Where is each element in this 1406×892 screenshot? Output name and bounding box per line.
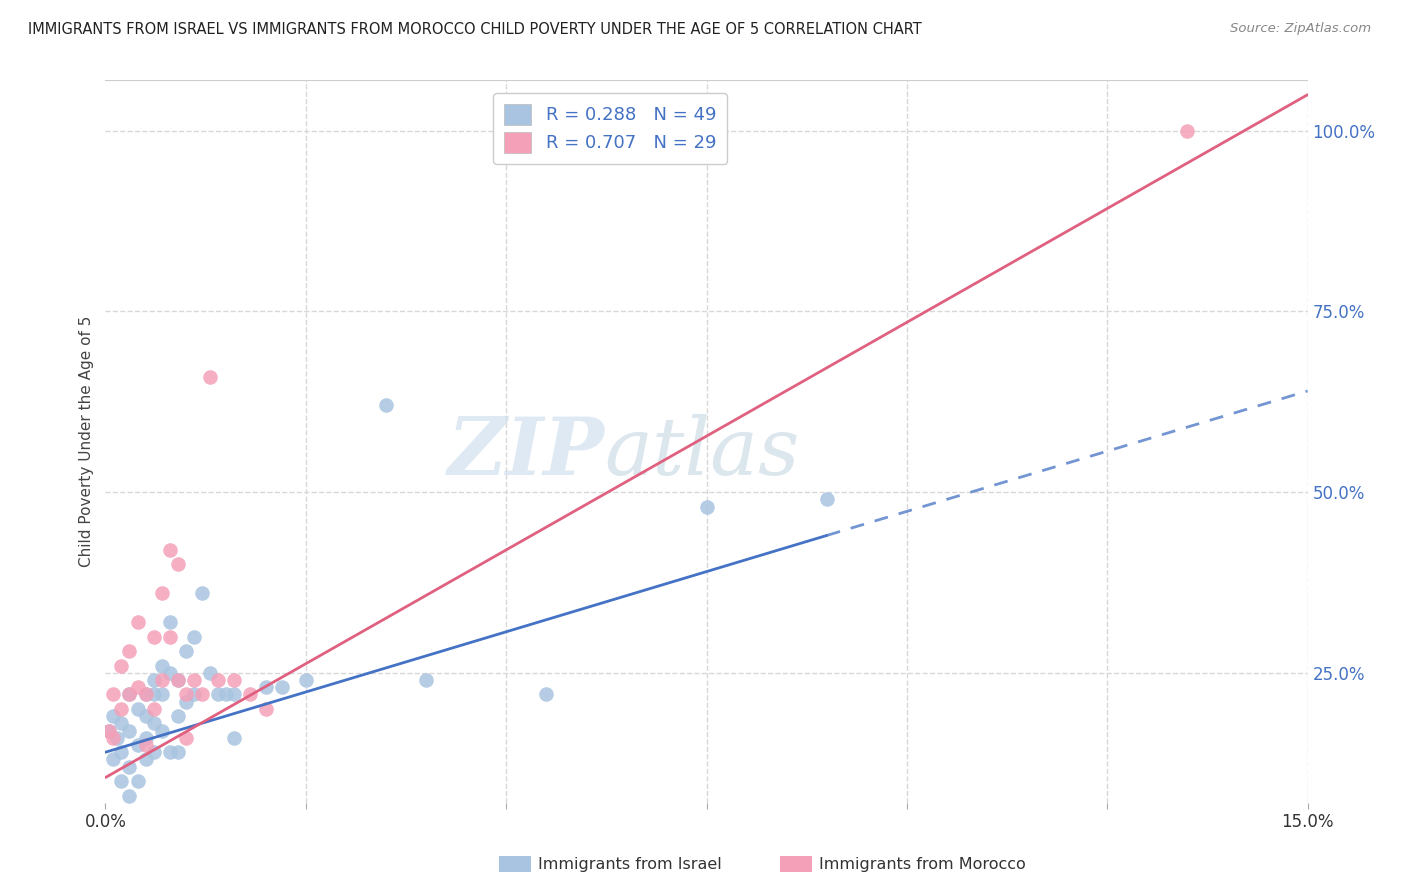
Point [159,745,181,759]
Point [295,673,318,687]
Point [222,731,245,745]
Point [118,789,141,803]
Point [103,687,125,701]
Point [142,687,165,701]
Point [198,369,221,384]
Point [174,644,197,658]
Point [135,687,157,701]
Point [150,658,173,673]
Point [142,745,165,759]
Point [166,709,188,723]
Point [110,774,132,789]
Point [127,680,149,694]
Text: Immigrants from Morocco: Immigrants from Morocco [820,857,1026,871]
Point [222,673,245,687]
Point [98,723,121,738]
Point [127,702,149,716]
Point [127,774,149,789]
Point [142,630,165,644]
Point [135,709,157,723]
Point [696,500,718,514]
Text: ZIP: ZIP [447,414,605,491]
Point [98,723,121,738]
Point [159,542,181,557]
Point [110,702,132,716]
Text: Immigrants from Israel: Immigrants from Israel [538,857,723,871]
Point [150,586,173,600]
Point [150,673,173,687]
Legend: R = 0.288   N = 49, R = 0.707   N = 29: R = 0.288 N = 49, R = 0.707 N = 29 [494,93,727,163]
Point [166,558,188,572]
Point [135,731,157,745]
Point [135,752,157,766]
Point [142,673,165,687]
Point [159,615,181,630]
Point [118,644,141,658]
Point [1177,124,1199,138]
Point [135,687,157,701]
Point [166,745,188,759]
Point [166,673,188,687]
Point [239,687,262,701]
Point [142,716,165,731]
Point [214,687,236,701]
Point [174,731,197,745]
Point [135,738,157,752]
Point [103,709,125,723]
Point [190,586,212,600]
Point [166,673,188,687]
Point [142,702,165,716]
Point [198,665,221,680]
Point [118,687,141,701]
Point [103,731,125,745]
Point [110,716,132,731]
Point [415,673,437,687]
Point [118,723,141,738]
Point [190,687,212,701]
Point [110,745,132,759]
Point [107,731,129,745]
Point [110,658,132,673]
Point [150,723,173,738]
Point [254,702,277,716]
Point [174,695,197,709]
Point [103,752,125,766]
Point [183,687,205,701]
Point [118,687,141,701]
Point [207,673,229,687]
Y-axis label: Child Poverty Under the Age of 5: Child Poverty Under the Age of 5 [79,316,94,567]
Point [118,760,141,774]
Point [183,673,205,687]
Point [183,630,205,644]
Point [374,399,398,413]
Point [222,687,245,701]
Point [150,687,173,701]
Point [174,687,197,701]
Text: Source: ZipAtlas.com: Source: ZipAtlas.com [1230,22,1371,36]
Point [270,680,292,694]
Point [127,615,149,630]
Point [534,687,557,701]
Point [254,680,277,694]
Point [127,738,149,752]
Point [159,665,181,680]
Point [815,492,838,507]
Text: atlas: atlas [605,414,800,491]
Point [207,687,229,701]
Text: IMMIGRANTS FROM ISRAEL VS IMMIGRANTS FROM MOROCCO CHILD POVERTY UNDER THE AGE OF: IMMIGRANTS FROM ISRAEL VS IMMIGRANTS FRO… [28,22,922,37]
Point [159,630,181,644]
